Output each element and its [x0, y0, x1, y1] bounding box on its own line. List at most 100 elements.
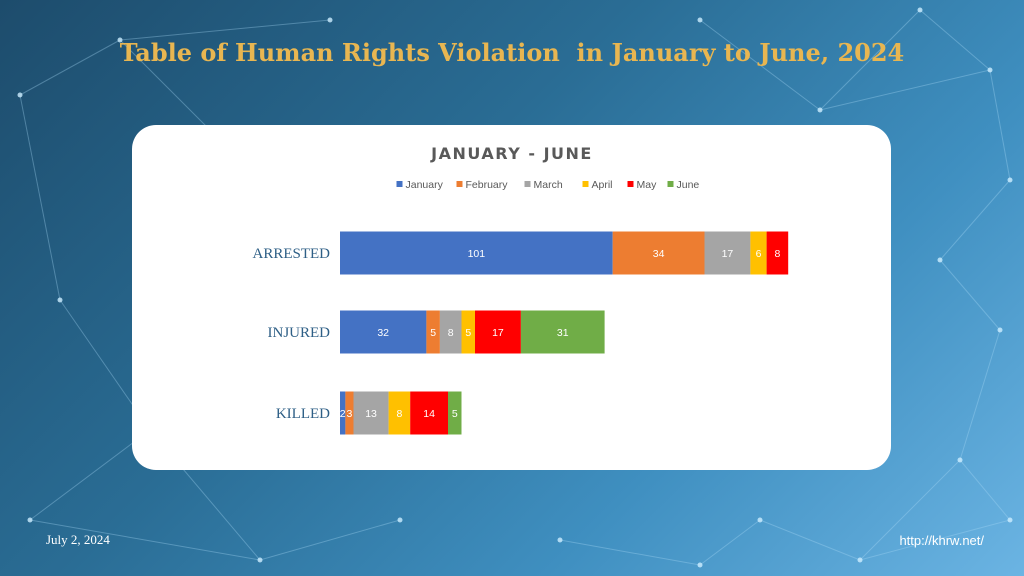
legend-swatch	[627, 181, 634, 187]
bar-segment-killed-june	[448, 391, 462, 435]
network-line	[819, 9, 921, 111]
legend-swatch	[524, 181, 531, 187]
legend-item-june: June	[667, 179, 700, 191]
network-node	[117, 37, 123, 43]
network-node	[957, 457, 963, 463]
network-node	[937, 257, 943, 263]
data-label: 31	[557, 327, 569, 339]
legend-item-march: March	[524, 179, 563, 191]
data-label: 2	[340, 408, 346, 420]
network-node	[987, 67, 993, 73]
bar-segment-arrested-march	[704, 231, 751, 275]
network-node	[557, 537, 563, 543]
data-label: 3	[347, 408, 353, 420]
category-label: INJURED	[268, 325, 331, 341]
data-label: 34	[653, 248, 665, 260]
network-node	[397, 517, 403, 523]
legend-swatch	[456, 181, 463, 187]
bar-segment-injured-may	[475, 310, 521, 354]
bar-segment-killed-january	[340, 391, 346, 435]
legend-swatch	[396, 181, 403, 187]
network-line	[819, 69, 991, 111]
network-line	[939, 259, 1001, 331]
network-line	[29, 519, 261, 561]
network-line	[119, 19, 331, 41]
network-node	[1007, 517, 1013, 523]
data-label: 6	[756, 248, 762, 260]
network-node	[27, 517, 33, 523]
network-line	[939, 179, 1011, 261]
network-line	[699, 519, 761, 566]
network-line	[989, 69, 1011, 181]
network-line	[919, 9, 991, 71]
bar-segment-arrested-may	[766, 231, 789, 275]
network-node	[757, 517, 763, 523]
footer-url[interactable]: http://khrw.net/	[899, 533, 984, 548]
data-label: 8	[774, 248, 780, 260]
data-label: 32	[377, 327, 389, 339]
network-node	[697, 562, 703, 568]
network-node	[697, 17, 703, 23]
chart-card: JANUARY - JUNE January February March April M…	[132, 125, 891, 470]
network-line	[859, 519, 1011, 561]
footer-date: July 2, 2024	[46, 532, 110, 547]
chart-title: JANUARY - JUNE	[430, 144, 593, 163]
bar-segment-arrested-april	[750, 231, 767, 275]
network-line	[19, 94, 61, 301]
legend-label: May	[637, 179, 658, 191]
legend-item-april: April	[582, 179, 613, 191]
legend-item-january: January	[396, 179, 444, 191]
bar-segment-arrested-february	[612, 231, 705, 275]
legend-label: January	[406, 179, 444, 191]
data-label: 5	[452, 408, 458, 420]
network-line	[859, 459, 961, 561]
network-line	[559, 539, 701, 566]
data-label: 5	[465, 327, 471, 339]
legend-swatch	[667, 181, 674, 187]
data-label: 8	[448, 327, 454, 339]
bar-segment-injured-april	[461, 310, 475, 354]
data-label: 14	[423, 408, 435, 420]
bar-segment-injured-february	[426, 310, 440, 354]
network-line	[959, 459, 1011, 521]
legend-item-may: May	[627, 179, 658, 191]
legend-item-february: February	[456, 179, 509, 191]
bar-segment-killed-may	[410, 391, 448, 435]
legend-label: June	[677, 179, 700, 191]
network-line	[959, 329, 1001, 461]
network-node	[1007, 177, 1013, 183]
network-node	[997, 327, 1003, 333]
bar-segment-injured-june	[520, 310, 605, 354]
bar-segment-killed-march	[353, 391, 389, 435]
data-label: 101	[468, 248, 486, 260]
data-label: 5	[430, 327, 436, 339]
category-label: ARRESTED	[252, 246, 330, 262]
network-node	[327, 17, 333, 23]
network-line	[699, 19, 821, 111]
network-node	[57, 297, 63, 303]
data-label: 17	[492, 327, 504, 339]
network-line	[19, 39, 121, 96]
bar-segment-arrested-january	[340, 231, 613, 275]
network-line	[259, 519, 401, 561]
network-node	[257, 557, 263, 563]
category-label: KILLED	[276, 406, 330, 422]
network-node	[817, 107, 823, 113]
legend-label: February	[466, 179, 509, 191]
legend-swatch	[582, 181, 589, 187]
bar-segment-injured-march	[439, 310, 462, 354]
network-node	[917, 7, 923, 13]
bar-segment-killed-february	[345, 391, 354, 435]
network-line	[759, 519, 861, 561]
data-label: 8	[396, 408, 402, 420]
slide-title: Table of Human Rights Violation in Janua…	[119, 38, 905, 67]
bar-segment-killed-april	[388, 391, 411, 435]
network-line	[29, 429, 151, 521]
stacked-bar-chart: JANUARY - JUNE January February March April M…	[252, 144, 789, 435]
legend-label: March	[534, 179, 563, 191]
network-node	[857, 557, 863, 563]
bar-segment-injured-january	[340, 310, 427, 354]
network-node	[17, 92, 23, 98]
data-label: 17	[722, 248, 734, 260]
